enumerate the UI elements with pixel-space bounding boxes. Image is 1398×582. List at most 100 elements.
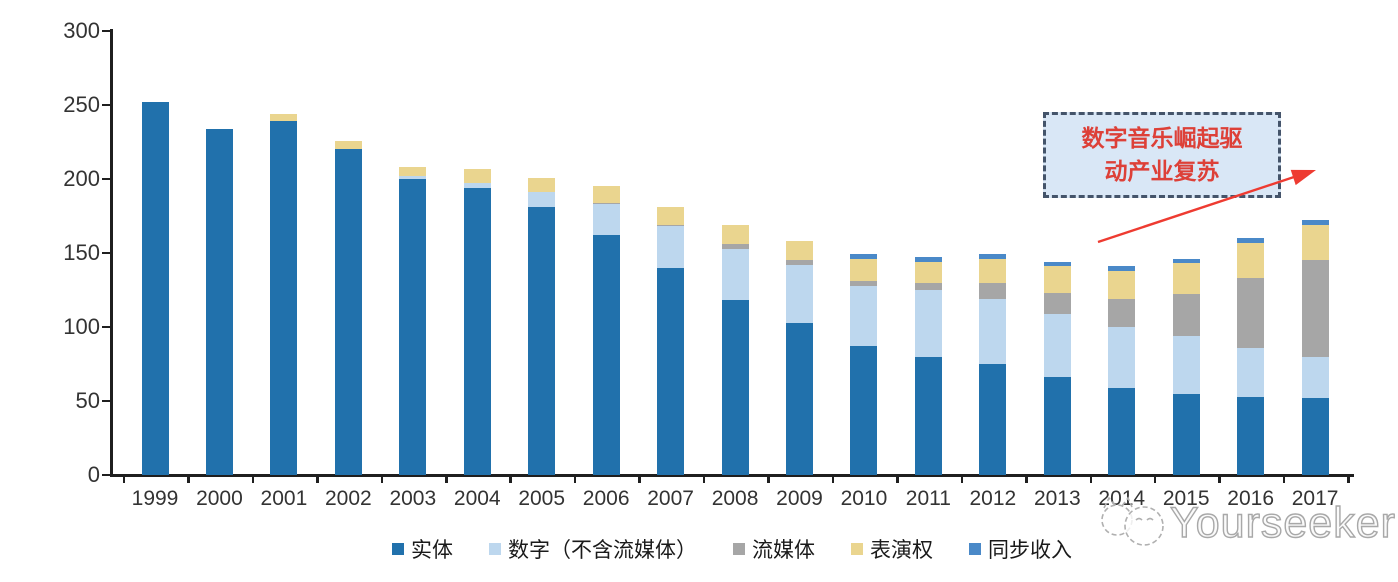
bar-segment-数字（不含流媒体） <box>786 264 813 323</box>
stacked-bar-2016 <box>1237 238 1265 475</box>
bar-segment-实体 <box>1108 387 1136 475</box>
bar-segment-表演权 <box>786 241 813 261</box>
bar-segment-实体 <box>850 346 878 475</box>
x-axis-tick <box>1089 476 1093 483</box>
x-axis-label-2003: 2003 <box>389 487 437 510</box>
bar-segment-同步收入 <box>979 254 1007 259</box>
bar-segment-数字（不含流媒体） <box>1108 327 1136 388</box>
bar-segment-数字（不含流媒体） <box>1043 313 1071 378</box>
x-axis-label-2006: 2006 <box>582 487 630 510</box>
bar-segment-数字（不含流媒体） <box>463 183 491 188</box>
bar-segment-流媒体 <box>1172 294 1200 336</box>
legend: 实体 数字（不含流媒体） 流媒体 表演权 同步收入 <box>112 534 1352 564</box>
bar-segment-表演权 <box>914 261 942 283</box>
bar-segment-同步收入 <box>1301 220 1329 225</box>
bar-segment-实体 <box>334 149 362 475</box>
bar-segment-流媒体 <box>657 224 685 227</box>
bar-segment-实体 <box>463 187 491 475</box>
x-axis-label-2012: 2012 <box>969 487 1017 510</box>
x-axis-label-2016: 2016 <box>1227 487 1274 510</box>
bar-segment-实体 <box>657 267 685 475</box>
bar-segment-实体 <box>1301 398 1329 475</box>
legend-label: 数字（不含流媒体） <box>508 538 697 562</box>
y-axis-tick <box>102 29 110 33</box>
bar-segment-实体 <box>786 322 813 475</box>
x-axis-label-2010: 2010 <box>840 487 888 510</box>
bar-segment-流媒体 <box>914 282 942 290</box>
bar-segment-同步收入 <box>1043 261 1071 267</box>
x-axis-tick <box>767 476 770 483</box>
x-axis-tick <box>831 476 835 483</box>
x-axis-label-2002: 2002 <box>324 487 372 510</box>
y-axis-tick-label: 300 <box>63 18 100 43</box>
bar-segment-实体 <box>1237 396 1265 475</box>
stacked-bar-2012 <box>979 254 1007 475</box>
stacked-bar-2005 <box>528 177 556 475</box>
x-axis-tick <box>1153 476 1157 483</box>
bar-segment-实体 <box>399 179 427 475</box>
y-axis-tick-label: 150 <box>63 240 100 265</box>
x-axis-tick <box>573 476 577 483</box>
stacked-bar-2015 <box>1172 258 1200 475</box>
bar-segment-流媒体 <box>979 282 1007 299</box>
stacked-bar-2004 <box>463 168 491 475</box>
x-axis-tick <box>638 476 641 483</box>
bar-segment-数字（不含流媒体） <box>1237 347 1265 397</box>
bar-segment-实体 <box>914 356 942 475</box>
y-axis-tick <box>102 399 110 403</box>
annotation-line-2: 动产业复苏 <box>1104 158 1220 185</box>
x-axis-tick <box>1218 476 1221 483</box>
stacked-bar-2002 <box>334 140 362 475</box>
y-axis-tick-label: 100 <box>63 314 100 339</box>
stacked-bar-2007 <box>657 207 685 475</box>
y-axis-tick <box>102 103 110 107</box>
x-axis-tick <box>1347 476 1350 483</box>
bar-segment-表演权 <box>270 113 298 122</box>
x-axis-tick <box>509 476 512 483</box>
stacked-bar-2013 <box>1043 261 1071 475</box>
bar-segment-表演权 <box>334 140 362 150</box>
x-axis-tick <box>187 476 190 483</box>
annotation-line-1: 数字音乐崛起驱 <box>1081 125 1243 152</box>
x-axis-label-2017: 2017 <box>1291 487 1339 510</box>
y-axis-tick-label: 0 <box>87 462 100 487</box>
bar-segment-实体 <box>205 128 233 475</box>
bar-segment-同步收入 <box>1172 258 1200 264</box>
legend-swatch-icon <box>851 543 863 555</box>
x-axis-label-2014: 2014 <box>1098 487 1146 510</box>
bar-segment-同步收入 <box>914 257 942 262</box>
x-axis-label-2001: 2001 <box>260 487 308 510</box>
bar-segment-流媒体 <box>1301 260 1329 357</box>
bar-segment-实体 <box>592 235 620 475</box>
bar-segment-数字（不含流媒体） <box>1301 356 1329 399</box>
watermark: Yourseeker <box>1092 492 1398 554</box>
bar-segment-表演权 <box>1108 270 1136 299</box>
legend-label: 流媒体 <box>752 538 815 562</box>
bar-segment-实体 <box>979 364 1007 475</box>
x-axis-tick <box>960 476 964 483</box>
bar-segment-表演权 <box>1237 242 1265 279</box>
x-axis-tick <box>380 476 384 483</box>
legend-item: 实体 <box>392 534 453 564</box>
bar-segment-同步收入 <box>1237 238 1265 243</box>
bar-segment-同步收入 <box>850 254 878 259</box>
bar-segment-表演权 <box>1301 224 1329 261</box>
stacked-bar-2008 <box>721 224 749 475</box>
legend-item: 流媒体 <box>733 534 815 564</box>
legend-label: 表演权 <box>870 538 933 562</box>
bar-segment-数字（不含流媒体） <box>850 285 878 347</box>
legend-swatch-icon <box>733 543 745 555</box>
bar-segment-表演权 <box>850 258 878 282</box>
bar-segment-表演权 <box>463 168 491 184</box>
bar-segment-数字（不含流媒体） <box>979 298 1007 364</box>
stacked-bar-2000 <box>205 128 233 475</box>
bar-segment-流媒体 <box>1043 292 1071 314</box>
bar-segment-同步收入 <box>1108 266 1136 271</box>
bar-segment-实体 <box>270 121 298 475</box>
legend-swatch-icon <box>489 543 501 555</box>
legend-item: 同步收入 <box>969 534 1072 564</box>
stacked-bar-2010 <box>850 254 878 475</box>
x-axis-label-2011: 2011 <box>905 487 951 510</box>
bar-segment-数字（不含流媒体） <box>399 176 427 179</box>
y-axis-tick-label: 50 <box>75 388 100 413</box>
